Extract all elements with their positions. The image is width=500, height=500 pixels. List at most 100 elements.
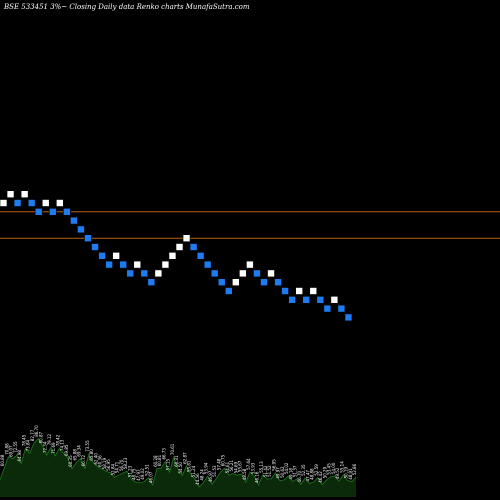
brick-down xyxy=(224,287,233,295)
volume-label: 52.35 xyxy=(301,464,306,476)
brick-up xyxy=(309,287,318,295)
volume-label: 74.13 xyxy=(60,439,65,451)
brick-up xyxy=(330,295,339,304)
volume-label: 49.02 xyxy=(140,468,145,480)
volume-label: 57.15 xyxy=(166,458,171,470)
volume-label: 51.23 xyxy=(127,465,132,477)
volume-label: 52.86 xyxy=(352,463,357,475)
volume-label: 71.69 xyxy=(51,442,56,454)
brick-up xyxy=(112,252,120,260)
brick-up xyxy=(20,190,29,198)
volume-label: 51.24 xyxy=(191,465,196,477)
volume-label: 78.42 xyxy=(55,434,60,446)
volume-label: 60.88 xyxy=(0,454,5,466)
brick-down xyxy=(337,304,346,313)
brick-down xyxy=(302,295,311,304)
volume-label: 46.70 xyxy=(297,470,302,482)
volume-label: 46.97 xyxy=(208,470,213,482)
brick-up xyxy=(182,234,191,242)
volume-label: 60.35 xyxy=(68,455,73,467)
volume-label: 69.85 xyxy=(64,444,69,456)
volume-label: 62.40 xyxy=(94,453,99,465)
brick-down xyxy=(281,287,289,295)
volume-label: 50.62 xyxy=(280,466,285,478)
volume-label: 70.61 xyxy=(170,443,175,455)
volume-label: 50.19 xyxy=(344,466,349,478)
volume-label: 78.45 xyxy=(21,434,26,446)
volume-label: 50.29 xyxy=(322,466,327,478)
chart-title: BSE 533451 3%~ Closing Daily data Renko … xyxy=(3,3,250,11)
brick-down xyxy=(274,278,282,287)
volume-label: 72.34 xyxy=(43,441,48,453)
volume-label: 50.88 xyxy=(0,466,1,478)
volume-label: 64.98 xyxy=(17,450,22,462)
volume-label: 52.84 xyxy=(110,463,115,475)
volume-label: 48.75 xyxy=(132,468,137,480)
volume-label: 69.34 xyxy=(77,445,82,457)
volume-label: 49.18 xyxy=(288,468,293,480)
volume-label: 73.84 xyxy=(26,439,31,451)
brick-down xyxy=(210,269,219,278)
volume-label: 48.88 xyxy=(310,468,315,480)
volume-label: 51.37 xyxy=(293,465,298,477)
brick-down xyxy=(253,269,261,278)
brick-down xyxy=(126,269,135,278)
volume-label: 58.19 xyxy=(102,457,107,469)
volume-label: 53.45 xyxy=(327,463,332,475)
volume-label: 60.28 xyxy=(153,455,158,467)
volume-label: 86.70 xyxy=(34,425,39,437)
volume-label: 48.24 xyxy=(199,469,204,481)
volume-label: 56.21 xyxy=(229,460,234,472)
volume-label: 57.48 xyxy=(216,458,221,470)
brick-down xyxy=(217,278,226,287)
volume-label: 65.88 xyxy=(72,449,77,461)
brick-up xyxy=(246,260,254,269)
volume-label: 52.59 xyxy=(314,464,319,476)
brick-down xyxy=(147,278,156,287)
volume-area xyxy=(0,438,356,497)
volume-label: 56.70 xyxy=(119,459,124,471)
volume-label: 69.07 xyxy=(9,445,14,457)
brick-down xyxy=(316,295,325,304)
brick-down xyxy=(91,243,99,251)
volume-label: 54.00 xyxy=(331,462,336,474)
brick-up xyxy=(0,199,8,207)
brick-down xyxy=(196,252,205,260)
volume-label: 51.53 xyxy=(212,465,217,477)
volume-label: 44.56 xyxy=(195,473,200,485)
volume-label: 47.47 xyxy=(305,470,310,482)
volume-label: 57.64 xyxy=(246,458,251,470)
brick-down xyxy=(189,243,198,251)
volume-label: 79.12 xyxy=(47,433,52,445)
brick-up xyxy=(239,269,247,278)
volume-label: 55.13 xyxy=(259,461,264,473)
volume-label: 58.23 xyxy=(123,457,128,469)
volume-label: 48.58 xyxy=(242,468,247,480)
volume-label: 51.52 xyxy=(267,465,272,477)
brick-up xyxy=(175,243,184,251)
renko-bricks xyxy=(0,190,353,322)
volume-label: 46.07 xyxy=(149,471,154,483)
volume-label: 55.14 xyxy=(339,461,344,473)
brick-up xyxy=(154,269,163,278)
volume-line xyxy=(0,438,357,488)
brick-down xyxy=(34,208,43,216)
volume-label: 82.77 xyxy=(30,429,35,441)
volume-label: 55.67 xyxy=(238,460,243,472)
volume-label: 55.81 xyxy=(187,460,192,472)
volume-label: 60.81 xyxy=(157,454,162,466)
brick-up xyxy=(161,260,170,269)
volume-label: 49.97 xyxy=(276,467,281,479)
brick-down xyxy=(13,199,22,207)
brick-down xyxy=(105,260,113,269)
volume-label: 60.72 xyxy=(81,454,86,466)
brick-down xyxy=(260,278,268,287)
volume-label: 52.51 xyxy=(144,464,149,476)
volume-label: 54.02 xyxy=(284,462,289,474)
brick-down xyxy=(98,252,106,260)
brick-down xyxy=(77,225,85,234)
volume-label: 48.91 xyxy=(348,468,353,480)
brick-down xyxy=(344,313,353,322)
